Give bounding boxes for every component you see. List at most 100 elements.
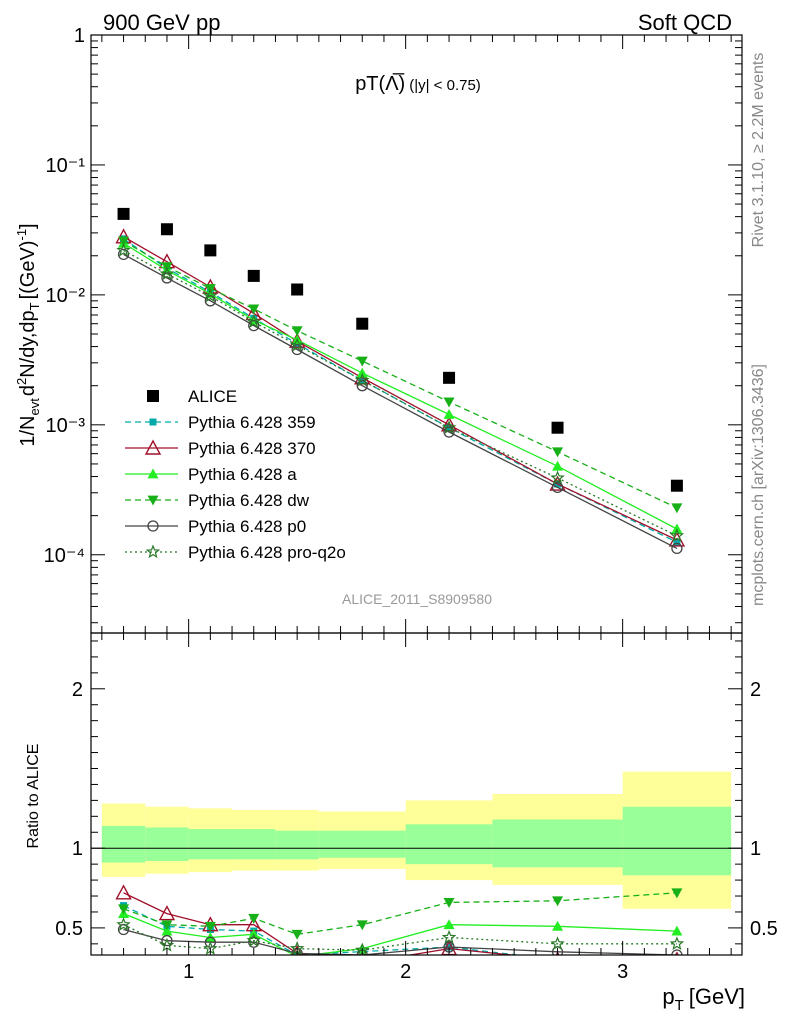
ratio-series-5 [116, 917, 685, 955]
main-point-6-5 [354, 372, 370, 387]
legend-label-6: Pythia 6.428 pro-q2o [188, 543, 346, 562]
ratio-ytick-label-l-2: 2 [72, 679, 83, 701]
main-ytick-label-0: 10⁻⁴ [44, 545, 85, 567]
main-point-4-6 [443, 397, 455, 408]
ratio-ytick-label-l-0.5: 0.5 [55, 918, 83, 940]
main-series-0 [117, 207, 683, 492]
main-point-5-2 [204, 295, 217, 307]
rivet-label: Rivet 3.1.10, ≥ 2.2M events [750, 53, 767, 248]
ylabel-evt: evt [27, 398, 42, 416]
stat-band-5 [318, 830, 406, 858]
ratio-y-axis-label: Ratio to ALICE [25, 744, 42, 849]
xtick-label-1: 1 [183, 961, 194, 983]
ratio-point-2-1 [161, 925, 173, 936]
main-point-0-0 [117, 207, 130, 220]
main-point-0-7 [551, 421, 564, 434]
main-series-5 [117, 248, 683, 555]
ratio-ytick-label-r-0.5: 0.5 [750, 918, 778, 940]
main-ytick-label-2: 10⁻² [46, 285, 86, 307]
stat-band-6 [405, 824, 493, 865]
title-pt: pT( [355, 73, 385, 95]
ratio-ytick-label-r-1: 1 [750, 838, 761, 860]
mcplots-label: mcplots.cern.ch [arXiv:1306.3436] [750, 364, 767, 606]
legend-marker-0 [147, 390, 159, 402]
ylabel-T: T [27, 302, 42, 310]
ratio-point-2-6 [443, 919, 455, 930]
stat-band-4 [275, 830, 319, 860]
main-point-0-8 [670, 479, 683, 492]
legend-marker-6 [145, 544, 161, 559]
main-point-5-1 [161, 272, 173, 284]
legend-label-0: ALICE [188, 387, 237, 406]
stat-band-8 [622, 806, 732, 876]
main-point-4-8 [671, 503, 683, 514]
ratio-point-3-1 [161, 920, 173, 931]
ylabel-part1: 1/N [17, 416, 39, 447]
main-point-4-4 [291, 326, 303, 337]
main-point-6-2 [203, 288, 218, 303]
ratio-point-3-6 [443, 897, 455, 908]
legend-marker-4 [147, 495, 159, 506]
ratio-point-3-0 [118, 904, 130, 915]
main-ytick-label-3: 10⁻¹ [46, 155, 86, 177]
main-point-0-1 [160, 223, 173, 236]
ratio-frame [90, 632, 743, 956]
legend-label-5: Pythia 6.428 p0 [188, 517, 306, 536]
main-series-line-5 [123, 253, 678, 549]
legend-marker-5 [147, 520, 159, 532]
legend-label-3: Pythia 6.428 a [188, 465, 297, 484]
ratio-series-line-4 [123, 928, 677, 955]
main-series-6 [116, 242, 685, 542]
stat-band-1 [145, 827, 189, 861]
ylabel-part2: d [17, 385, 39, 396]
ratio-point-5-7 [550, 936, 565, 951]
ylabel-sq: 2 [14, 378, 29, 385]
main-point-6-6 [441, 420, 457, 434]
ratio-point-5-8 [669, 936, 685, 951]
header-right: Soft QCD [638, 10, 732, 35]
ratio-point-1-5 [361, 954, 363, 955]
legend-marker-2 [144, 439, 162, 455]
legend-label-1: Pythia 6.428 359 [188, 413, 316, 432]
main-point-0-5 [356, 317, 369, 330]
main-series-line-6 [123, 249, 678, 537]
xlabel-T: T [675, 997, 684, 1014]
ratio-plot [115, 884, 685, 963]
legend-marker-1 [149, 418, 157, 426]
stat-band-3 [232, 829, 276, 860]
legend-label-2: Pythia 6.428 370 [188, 439, 316, 458]
ratio-point-1-1 [158, 905, 176, 921]
main-point-5-3 [248, 319, 260, 332]
stat-band-2 [188, 829, 233, 860]
main-point-6-3 [246, 314, 262, 329]
ratio-ytick-label-l-1: 1 [72, 838, 83, 860]
ratio-point-3-5 [356, 920, 368, 931]
main-point-4-7 [552, 447, 564, 458]
ratio-point-0-7 [554, 956, 561, 963]
analysis-id: ALICE_2011_S8909580 [342, 591, 492, 607]
ratio-point-5-6 [441, 929, 457, 944]
main-point-4-5 [356, 356, 368, 367]
main-point-4-0 [118, 236, 130, 247]
main-point-0-4 [291, 283, 304, 296]
main-plot-title: pT(Λ̅) (|y| < 0.75) [355, 72, 481, 95]
ratio-point-0-8 [673, 956, 680, 963]
ylabel-part3: N/dy,dp [17, 310, 39, 377]
xtick-label-3: 3 [617, 961, 628, 983]
ratio-point-3-4 [291, 929, 303, 940]
ratio-point-2-8 [671, 925, 683, 936]
main-point-5-0 [117, 248, 130, 261]
legend-marker-3 [147, 468, 159, 479]
ylabel-part5: ] [17, 223, 39, 229]
ratio-point-4-8 [671, 949, 683, 955]
ratio-point-4-2 [204, 936, 217, 948]
main-point-6-7 [550, 470, 565, 485]
legend: ALICE Pythia 6.428 359 Pythia 6.428 370 Pyt… [125, 387, 346, 562]
xlabel-p: p [662, 984, 674, 1009]
ratio-point-5-0 [116, 917, 131, 931]
main-point-6-0 [116, 242, 131, 257]
title-rapidity: (|y| < 0.75) [409, 77, 481, 94]
x-axis-label: pT [GeV] [662, 984, 745, 1014]
main-point-6-8 [669, 528, 685, 542]
main-point-3-5 [356, 367, 368, 378]
